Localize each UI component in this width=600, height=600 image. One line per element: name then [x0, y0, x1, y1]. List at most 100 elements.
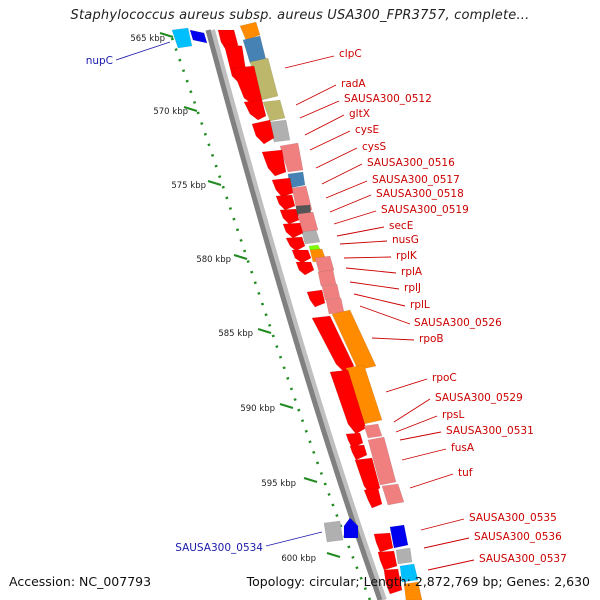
gene-leader [339, 240, 388, 245]
gene-label-sausa300-0516[interactable]: SAUSA300_0516 [367, 157, 455, 169]
gene-leader [427, 559, 475, 571]
gene-leader [385, 378, 428, 393]
gene-leader [304, 114, 345, 136]
gene-leader [336, 226, 385, 237]
gene-label-rpla[interactable]: rplA [401, 266, 423, 278]
gene-label-rada[interactable]: radA [341, 78, 366, 90]
gene-leader [321, 163, 363, 185]
gene-feature [381, 483, 405, 506]
scale-label-585-kbp: 585 kbp [218, 329, 253, 339]
scale-ticks [159, 31, 341, 559]
gene-leader [299, 100, 340, 119]
gene-feature [329, 369, 367, 435]
gene-feature [171, 27, 193, 49]
gene-label-rpoc[interactable]: rpoC [432, 372, 457, 384]
scale-tick [279, 402, 294, 410]
gene-label-clpc[interactable]: clpC [339, 48, 362, 60]
scale-tick [183, 105, 198, 113]
gene-leader [345, 267, 397, 274]
gene-label-rpob[interactable]: rpoB [419, 333, 444, 345]
gene-leader [329, 194, 372, 213]
gene-feature [262, 99, 286, 122]
gene-leader [325, 180, 368, 199]
gene-feature [323, 520, 344, 543]
gene-label-cyss[interactable]: cysS [362, 141, 386, 153]
gene-label-rpll[interactable]: rplL [410, 299, 430, 311]
gene-label-sausa300-0531[interactable]: SAUSA300_0531 [446, 425, 534, 437]
gene-leader [265, 531, 323, 547]
gene-label-sausa300-0537[interactable]: SAUSA300_0537 [479, 553, 567, 565]
gene-feature [261, 149, 287, 177]
gene-label-rplj[interactable]: rplJ [404, 282, 421, 294]
scale-tick [159, 31, 174, 39]
gene-label-sausa300-0518[interactable]: SAUSA300_0518 [376, 188, 464, 200]
scale-label-570-kbp: 570 kbp [153, 107, 188, 117]
gene-feature [321, 283, 341, 301]
scale-label-600-kbp: 600 kbp [281, 554, 316, 564]
gene-leader [284, 55, 335, 69]
gene-label-gltx[interactable]: gltX [349, 108, 370, 120]
gene-feature [367, 436, 397, 486]
gene-feature [271, 177, 294, 198]
gene-label-tuf[interactable]: tuf [458, 467, 473, 479]
gene-feature [317, 269, 337, 287]
scale-label-575-kbp: 575 kbp [171, 181, 206, 191]
scale-label-590-kbp: 590 kbp [240, 404, 275, 414]
gene-features [171, 21, 423, 600]
gene-leader [315, 147, 358, 169]
scale-label-565-kbp: 565 kbp [130, 34, 165, 44]
gene-label-fusa[interactable]: fusA [451, 442, 475, 454]
gene-leader [333, 210, 377, 225]
gene-feature [395, 547, 413, 565]
gene-label-sausa300-0519[interactable]: SAUSA300_0519 [381, 204, 469, 216]
gene-feature [403, 581, 423, 600]
gene-feature [383, 568, 403, 595]
scale-tick [257, 327, 272, 335]
gene-label-sece[interactable]: secE [389, 220, 413, 232]
gene-leader [295, 84, 337, 106]
gene-label-rpsl[interactable]: rpsL [442, 409, 464, 421]
gene-leader [401, 448, 447, 461]
scale-tick [303, 476, 318, 484]
gene-feature [295, 261, 315, 276]
gene-label-sausa300-0517[interactable]: SAUSA300_0517 [372, 174, 460, 186]
scale-tick [233, 253, 248, 261]
gene-labels: clpC radA SAUSA300_0512 gltX cysE cysS SAUSA30… [86, 48, 567, 565]
gene-leader [353, 293, 406, 307]
gene-feature [349, 444, 368, 461]
gene-label-nupc[interactable]: nupC [86, 55, 113, 67]
gene-feature [285, 236, 306, 252]
gene-label-rplk[interactable]: rplK [396, 250, 418, 262]
genome-summary: Topology: circular; Length: 2,872,769 bp… [246, 574, 590, 589]
label-leaders [115, 41, 475, 571]
gene-leader [115, 41, 171, 61]
gene-label-nusg[interactable]: nusG [392, 234, 419, 246]
gene-feature [377, 550, 398, 571]
backbone-shadow [209, 29, 387, 600]
scale-tick [326, 551, 341, 559]
gene-feature [306, 289, 326, 308]
gene-label-sausa300-0512[interactable]: SAUSA300_0512 [344, 93, 432, 105]
gene-feature [291, 249, 312, 264]
gene-feature [279, 208, 300, 225]
gene-feature [343, 517, 359, 539]
gene-label-sausa300-0526[interactable]: SAUSA300_0526 [414, 317, 502, 329]
gene-feature [331, 309, 377, 371]
gene-leader [343, 256, 392, 259]
gene-label-cyse[interactable]: cysE [355, 124, 379, 136]
gene-feature [373, 532, 394, 553]
gene-label-sausa300-0529[interactable]: SAUSA300_0529 [435, 392, 523, 404]
gene-leader [393, 398, 431, 423]
genome-title: Staphylococcus aureus subsp. aureus USA3… [70, 8, 530, 23]
gene-feature [251, 119, 275, 145]
gene-label-sausa300-0534[interactable]: SAUSA300_0534 [175, 542, 263, 554]
gene-label-sausa300-0536[interactable]: SAUSA300_0536 [474, 531, 562, 543]
gene-label-sausa300-0535[interactable]: SAUSA300_0535 [469, 512, 557, 524]
gene-feature [279, 142, 304, 173]
gene-feature [325, 297, 345, 315]
scale-label-595-kbp: 595 kbp [261, 479, 296, 489]
gene-leader [420, 518, 465, 531]
gene-feature [301, 229, 321, 245]
gene-feature [363, 423, 383, 439]
